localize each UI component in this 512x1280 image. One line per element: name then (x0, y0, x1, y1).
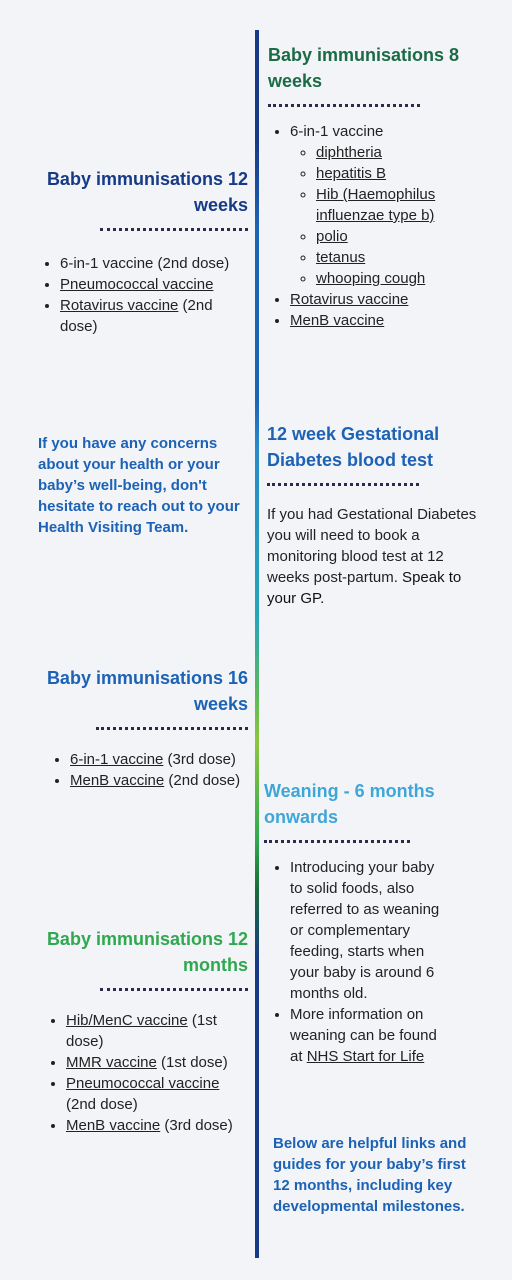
list-item: More information on weaning can be found… (290, 1004, 450, 1067)
timeline-line (255, 30, 259, 1258)
list-item[interactable]: polio (316, 226, 498, 247)
section-title: Baby immunisations 16 weeks (46, 668, 248, 714)
section-8-weeks: Baby immunisations 8 weeks 6-in-1 vaccin… (268, 42, 498, 331)
list-item[interactable]: MMR vaccine (1st dose) (66, 1052, 250, 1073)
list-16-weeks: 6-in-1 vaccine (3rd dose) MenB vaccine (… (48, 749, 253, 791)
list-item[interactable]: Rotavirus vaccine (290, 289, 498, 310)
list-item[interactable]: MenB vaccine (3rd dose) (66, 1115, 250, 1136)
list-12-weeks: 6-in-1 vaccine (2nd dose) Pneumococcal v… (38, 253, 248, 337)
concerns-callout: If you have any concerns about your heal… (38, 435, 240, 536)
section-title: Baby immunisations 12 weeks (46, 169, 248, 215)
section-12-weeks: Baby immunisations 12 weeks (20, 166, 248, 231)
section-title: 12 week Gestational Diabetes blood test (267, 424, 440, 470)
list-item: Introducing your baby to solid foods, al… (290, 857, 450, 1004)
section-title: Weaning - 6 months onwards (264, 781, 435, 827)
dotted-divider (96, 727, 248, 730)
vaccine-list: 6-in-1 vaccine diphtheria hepatitis B Hi… (268, 121, 498, 331)
section-gestational-diabetes: 12 week Gestational Diabetes blood test … (267, 421, 487, 609)
section-title: Baby immunisations 8 weeks (268, 45, 460, 91)
list-item[interactable]: whooping cough (316, 268, 498, 289)
dotted-divider (100, 228, 248, 231)
list-item[interactable]: Pneumococcal vaccine (2nd dose) (66, 1073, 250, 1115)
dotted-divider (264, 840, 410, 843)
list-item[interactable]: Hib (Haemophilus influenzae type b) (316, 184, 498, 226)
list-item[interactable]: diphtheria (316, 142, 498, 163)
list-item[interactable]: MenB vaccine (2nd dose) (70, 770, 253, 791)
list-item: 6-in-1 vaccine (2nd dose) (60, 253, 248, 274)
links-note: Below are helpful links and guides for y… (273, 1135, 467, 1215)
list-item[interactable]: Hib/MenC vaccine (1st dose) (66, 1010, 250, 1052)
dotted-divider (267, 483, 419, 486)
list-item[interactable]: Pneumococcal vaccine (60, 274, 248, 295)
weaning-list: Introducing your baby to solid foods, al… (264, 857, 494, 1067)
list-item: 6-in-1 vaccine diphtheria hepatitis B Hi… (290, 121, 498, 289)
section-16-weeks: Baby immunisations 16 weeks (20, 665, 248, 730)
gestational-text: If you had Gestational Diabetes you will… (267, 506, 477, 607)
list-item[interactable]: tetanus (316, 247, 498, 268)
list-item[interactable]: Rotavirus vaccine (2nd dose) (60, 295, 248, 337)
section-title: Baby immunisations 12 months (46, 929, 248, 975)
list-item[interactable]: MenB vaccine (290, 310, 498, 331)
dotted-divider (268, 104, 420, 107)
list-item[interactable]: 6-in-1 vaccine (3rd dose) (70, 749, 253, 770)
nhs-start-for-life-link[interactable]: NHS Start for Life (306, 1048, 425, 1065)
dotted-divider (100, 988, 248, 991)
list-item[interactable]: hepatitis B (316, 163, 498, 184)
section-weaning: Weaning - 6 months onwards Introducing y… (264, 778, 494, 1067)
section-12-months: Baby immunisations 12 months (20, 926, 248, 991)
list-12-months: Hib/MenC vaccine (1st dose) MMR vaccine … (44, 1010, 250, 1136)
